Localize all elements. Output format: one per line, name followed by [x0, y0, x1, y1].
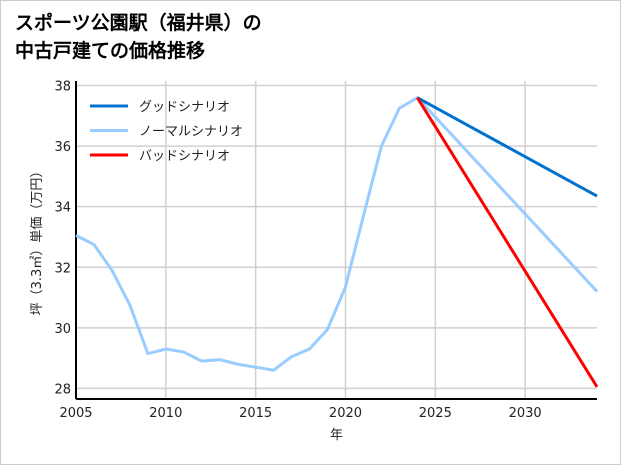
y-tick-label: 32 — [54, 261, 71, 276]
x-tick-label: 2025 — [419, 406, 452, 421]
x-tick-label: 2005 — [59, 406, 92, 421]
series-line-2 — [416, 96, 599, 388]
chart-title: スポーツ公園駅（福井県）の 中古戸建ての価格推移 — [15, 9, 262, 65]
y-tick-label: 38 — [54, 80, 71, 95]
series-line-1 — [75, 96, 599, 372]
y-tick-label: 28 — [54, 382, 71, 397]
legend-label: ノーマルシナリオ — [139, 125, 243, 140]
x-tick-label: 2030 — [509, 406, 542, 421]
legend-label: バッドシナリオ — [139, 149, 230, 164]
y-tick-label: 30 — [54, 322, 71, 337]
y-tick-label: 36 — [54, 140, 71, 155]
x-tick-label: 2020 — [329, 406, 362, 421]
x-tick-label: 2015 — [239, 406, 272, 421]
x-axis-label: 年 — [330, 428, 343, 443]
y-axis-label: 坪（3.3㎡）単価（万円） — [29, 165, 45, 316]
y-tick-label: 34 — [54, 201, 71, 216]
series-line-0 — [416, 96, 598, 198]
chart-title-line-2: 中古戸建ての価格推移 — [15, 40, 206, 62]
x-tick-label: 2010 — [149, 406, 182, 421]
chart-title-line-1: スポーツ公園駅（福井県）の — [15, 12, 262, 34]
legend-label: グッドシナリオ — [139, 100, 230, 115]
